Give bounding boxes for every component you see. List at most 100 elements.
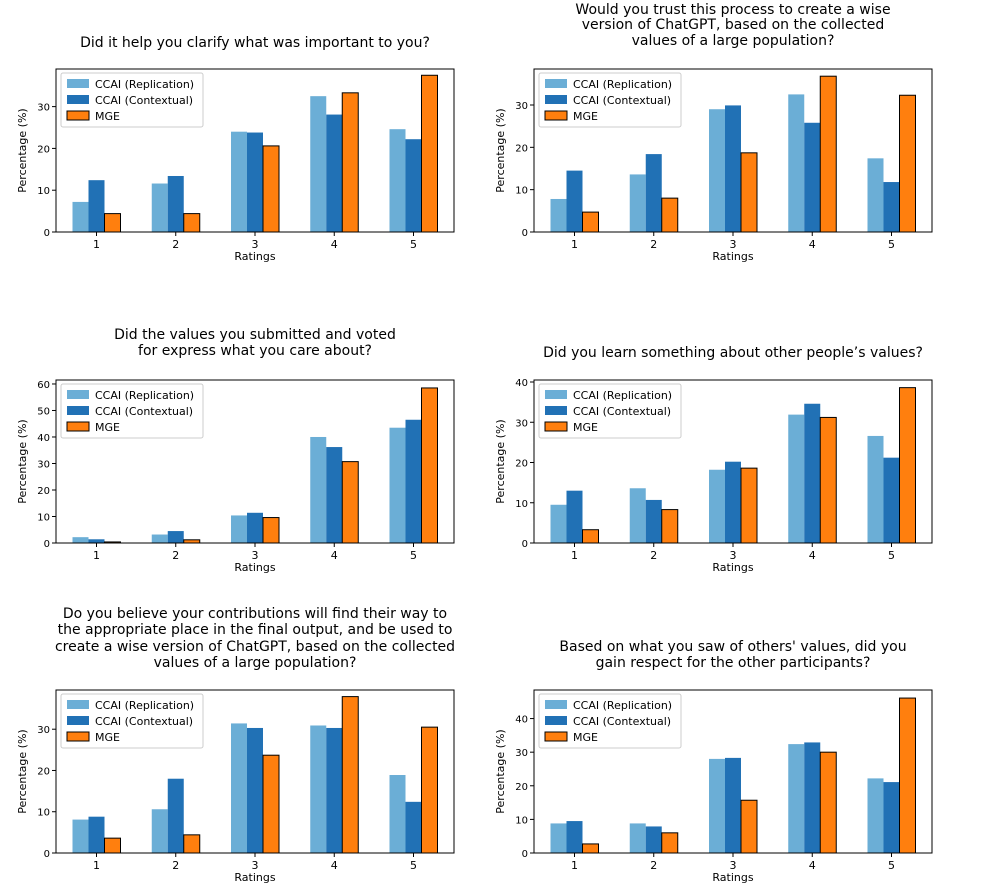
- x-tick-label: 4: [331, 238, 338, 251]
- x-tick-label: 2: [172, 549, 179, 562]
- y-tick-label: 30: [515, 418, 528, 429]
- legend-swatch: [545, 700, 567, 709]
- chart-panel-3: Did the values you submitted and voted fo…: [16, 327, 455, 574]
- bar-ccai-replication-rating-3: [709, 758, 725, 853]
- chart-title: Based on what you saw of others' values,…: [559, 639, 906, 671]
- legend-swatch: [66, 731, 90, 742]
- bar-ccai-contextual-rating-1: [88, 816, 105, 853]
- bar-ccai-replication-rating-5: [867, 158, 884, 232]
- bar-ccai-contextual-rating-5: [883, 782, 900, 853]
- legend-label: CCAI (Contextual): [573, 715, 671, 728]
- legend-label: CCAI (Contextual): [573, 94, 671, 107]
- legend-box: [538, 383, 682, 439]
- chart-panel-6: Based on what you saw of others' values,…: [494, 639, 933, 884]
- bar-ccai-contextual-rating-5: [405, 801, 422, 853]
- x-tick-label: 3: [252, 859, 259, 872]
- legend-box: [60, 693, 204, 749]
- legend-swatch: [67, 406, 89, 415]
- x-tick-label: 5: [888, 859, 895, 872]
- x-tick-label: 5: [888, 549, 895, 562]
- y-tick-label: 50: [37, 406, 50, 417]
- x-tick-label: 4: [331, 859, 338, 872]
- x-tick-label: 4: [331, 549, 338, 562]
- bar-ccai-contextual-rating-3: [247, 512, 263, 543]
- bar-mge-rating-5: [421, 387, 438, 544]
- x-axis-label: Ratings: [234, 250, 275, 263]
- y-tick-label: 30: [515, 748, 528, 759]
- legend: CCAI (Replication) CCAI (Contextual) MGE: [538, 383, 682, 439]
- bar-mge-rating-4: [341, 92, 359, 233]
- bar-ccai-contextual-rating-4: [326, 447, 343, 543]
- y-tick-label: 20: [515, 143, 528, 154]
- x-tick-label: 2: [650, 238, 657, 251]
- legend-swatch: [545, 390, 567, 399]
- legend: CCAI (Replication) CCAI (Contextual) MGE: [60, 72, 204, 128]
- bar-ccai-contextual-rating-4: [326, 727, 343, 853]
- bar-ccai-replication-rating-3: [231, 515, 247, 543]
- y-tick-label: 0: [522, 849, 528, 860]
- y-axis-label: Percentage (%): [16, 729, 29, 813]
- legend-swatch: [67, 95, 89, 104]
- legend-label: MGE: [573, 110, 598, 123]
- y-tick-label: 10: [515, 499, 528, 510]
- x-tick-label: 4: [809, 549, 816, 562]
- chart-panel-1: Did it help you clarify what was importa…: [16, 35, 455, 263]
- x-axis-label: Ratings: [234, 871, 275, 884]
- chart-title: Did the values you submitted and voted fo…: [114, 327, 396, 359]
- legend-label: CCAI (Contextual): [95, 405, 193, 418]
- bar-ccai-replication-rating-2: [151, 809, 168, 853]
- y-tick-label: 0: [522, 228, 528, 239]
- y-tick-label: 20: [37, 766, 50, 777]
- legend-box: [60, 72, 204, 128]
- legend-swatch: [545, 95, 567, 104]
- x-tick-label: 3: [730, 238, 737, 251]
- chart-panel-5: Do you believe your contributions will f…: [16, 606, 455, 884]
- plot-frame: [533, 689, 933, 854]
- bar-ccai-replication-rating-2: [151, 534, 168, 543]
- bar-ccai-replication-rating-1: [72, 201, 89, 232]
- bar-mge-rating-3: [740, 799, 758, 854]
- legend-swatch: [67, 79, 89, 88]
- legend-label: CCAI (Contextual): [95, 715, 193, 728]
- x-tick-label: 5: [410, 238, 417, 251]
- chart-title: Did you learn something about other peop…: [543, 345, 923, 361]
- y-axis-label: Percentage (%): [494, 108, 507, 192]
- bar-ccai-contextual-rating-4: [804, 742, 821, 853]
- bar-mge-rating-5: [899, 387, 916, 544]
- bar-mge-rating-2: [661, 509, 679, 544]
- bar-mge-rating-5: [421, 726, 438, 854]
- bar-ccai-contextual-rating-3: [725, 105, 741, 232]
- legend-label: CCAI (Replication): [95, 78, 194, 91]
- bar-ccai-contextual-rating-2: [645, 154, 662, 232]
- x-tick-label: 4: [809, 238, 816, 251]
- bar-mge-rating-5: [899, 94, 916, 233]
- x-tick-label: 2: [650, 859, 657, 872]
- y-axis-label: Percentage (%): [16, 108, 29, 192]
- bar-mge-rating-2: [183, 834, 201, 854]
- legend: CCAI (Replication) CCAI (Contextual) MGE: [538, 72, 682, 128]
- bar-ccai-replication-rating-4: [310, 436, 327, 543]
- x-tick-label: 1: [93, 238, 100, 251]
- y-tick-label: 20: [515, 459, 528, 470]
- plot-frame: [55, 379, 455, 544]
- plot-frame: [533, 68, 933, 233]
- legend-label: CCAI (Replication): [573, 389, 672, 402]
- y-tick-label: 20: [37, 144, 50, 155]
- y-tick-label: 30: [37, 725, 50, 736]
- bar-mge-rating-1: [582, 843, 599, 854]
- y-tick-label: 0: [44, 849, 50, 860]
- y-tick-label: 60: [37, 380, 50, 391]
- bar-mge-rating-1: [582, 529, 599, 544]
- y-axis-label: Percentage (%): [494, 729, 507, 813]
- x-axis-label: Ratings: [712, 561, 753, 574]
- bar-ccai-contextual-rating-1: [88, 180, 105, 232]
- bar-mge-rating-1: [104, 213, 121, 233]
- plot-frame: [55, 68, 455, 233]
- bar-ccai-contextual-rating-2: [645, 826, 662, 853]
- y-tick-label: 10: [515, 186, 528, 197]
- x-tick-label: 3: [730, 859, 737, 872]
- bar-ccai-replication-rating-1: [550, 198, 567, 232]
- x-axis-label: Ratings: [712, 250, 753, 263]
- legend-swatch: [66, 110, 90, 121]
